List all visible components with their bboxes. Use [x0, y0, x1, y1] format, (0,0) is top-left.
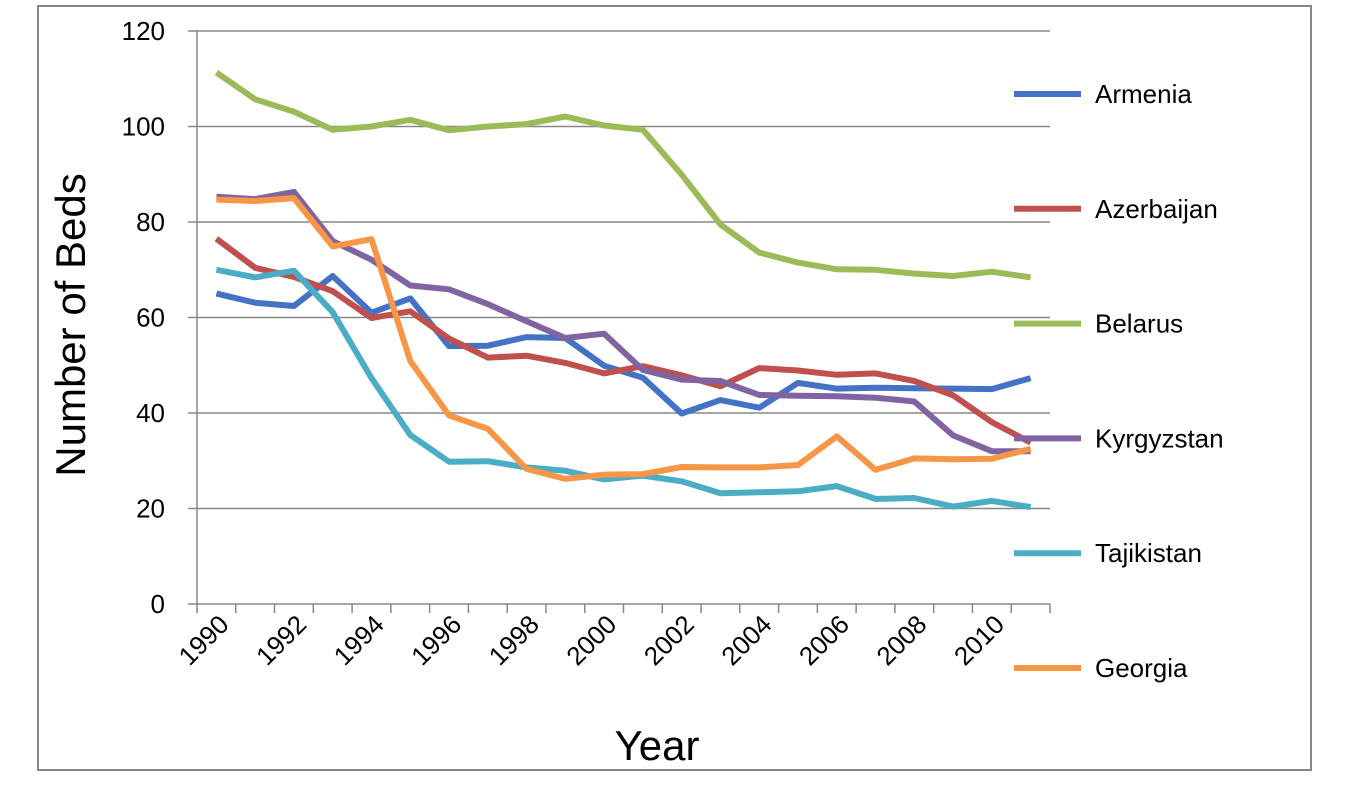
series-line-belarus: [214, 70, 1032, 281]
series-line-azerbaijan: [214, 236, 1033, 446]
y-tick-label: 100: [122, 112, 165, 142]
series-lines: [214, 70, 1033, 511]
y-tick-label: 20: [136, 494, 165, 524]
y-tick-label: 80: [136, 207, 165, 237]
y-tick-label: 40: [136, 398, 165, 428]
legend-label-georgia: Georgia: [1095, 653, 1188, 683]
y-tick-label: 60: [136, 303, 165, 333]
y-axis-title: Number of Beds: [47, 173, 94, 476]
series-line-georgia: [216, 195, 1032, 482]
legend-label-tajikistan: Tajikistan: [1095, 538, 1202, 568]
y-tick-label: 0: [151, 589, 165, 619]
legend-label-azerbaijan: Azerbaijan: [1095, 194, 1218, 224]
series-line-tajikistan: [215, 266, 1032, 511]
y-tick-label: 120: [122, 16, 165, 46]
legend-label-kyrgyzstan: Kyrgyzstan: [1095, 423, 1224, 453]
series-line-kyrgyzstan: [216, 188, 1031, 455]
legend-label-armenia: Armenia: [1095, 79, 1192, 109]
chart-frame: [37, 5, 1312, 771]
legend: Armenia Azerbaijan Belarus Kyrgyzstan Tajiki…: [1014, 79, 1224, 683]
x-axis-title: Year: [615, 722, 700, 769]
legend-label-belarus: Belarus: [1095, 309, 1183, 339]
